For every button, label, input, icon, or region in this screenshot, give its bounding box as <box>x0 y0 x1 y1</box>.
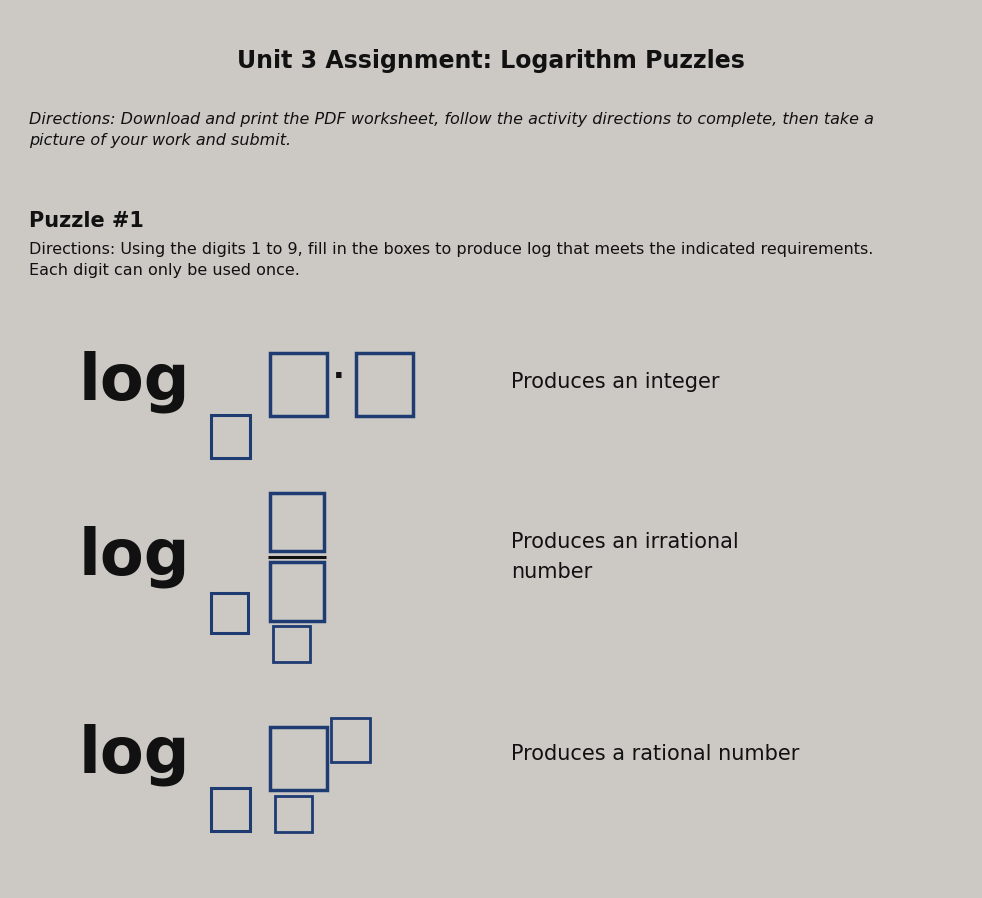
Text: ·: · <box>333 363 345 392</box>
Bar <box>211 593 248 633</box>
Bar <box>273 626 310 662</box>
Text: Directions: Using the digits 1 to 9, fill in the boxes to produce log that meets: Directions: Using the digits 1 to 9, fil… <box>29 242 874 278</box>
Bar <box>275 796 312 832</box>
Text: Produces an irrational
number: Produces an irrational number <box>511 532 738 582</box>
Text: Produces an integer: Produces an integer <box>511 372 719 392</box>
Bar <box>270 562 324 621</box>
Text: log: log <box>79 350 191 413</box>
Text: log: log <box>79 525 191 588</box>
Bar <box>211 415 250 458</box>
Text: Puzzle #1: Puzzle #1 <box>29 211 144 231</box>
Text: Directions: Download and print the PDF worksheet, follow the activity directions: Directions: Download and print the PDF w… <box>29 112 874 148</box>
Bar <box>270 353 327 416</box>
Text: Produces a rational number: Produces a rational number <box>511 744 799 764</box>
Text: Unit 3 Assignment: Logarithm Puzzles: Unit 3 Assignment: Logarithm Puzzles <box>237 49 745 74</box>
Bar <box>270 493 324 551</box>
Text: log: log <box>79 723 191 786</box>
Bar <box>356 353 413 416</box>
Bar <box>211 788 250 831</box>
Bar <box>270 727 327 790</box>
Bar <box>331 718 370 762</box>
